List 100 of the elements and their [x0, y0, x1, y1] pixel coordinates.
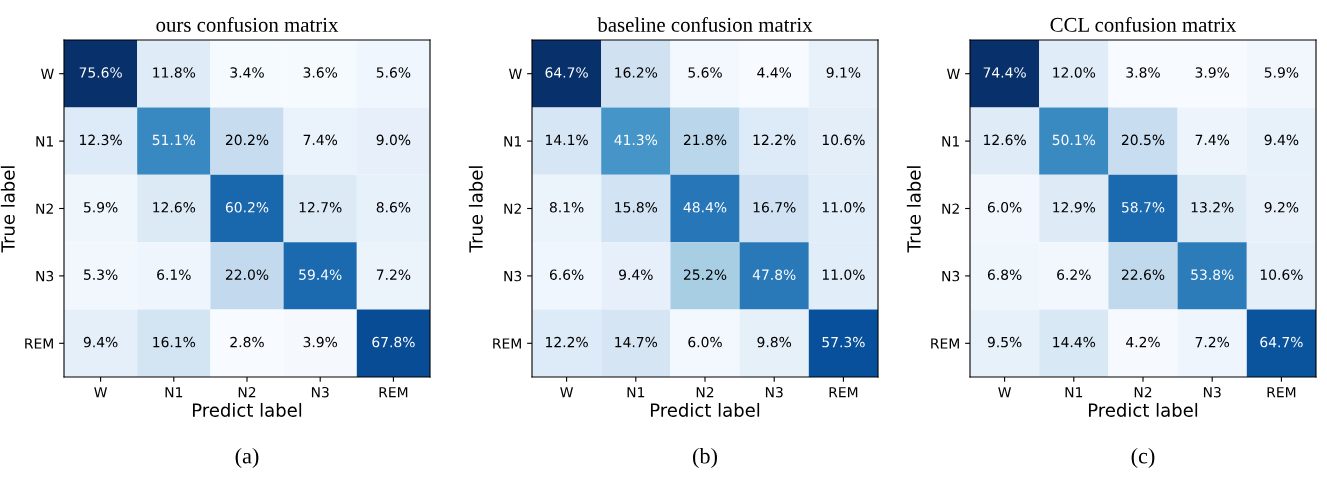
data-label: 6.0%: [987, 202, 1022, 213]
data-label: 3.9%: [303, 336, 338, 348]
text: (b): [693, 447, 717, 469]
y-tick-label: REM: [493, 338, 521, 349]
y-tick-label: W: [41, 68, 54, 79]
data-label: 47.8%: [752, 269, 796, 280]
x-tick-label: N3: [765, 386, 783, 398]
data-label: 41.3%: [614, 134, 658, 146]
data-label: 58.7%: [1122, 202, 1165, 213]
y-tick-label: N2: [36, 203, 53, 214]
data-label: 74.4%: [983, 67, 1026, 78]
data-label: 12.2%: [546, 336, 588, 348]
data-label: 21.8%: [683, 134, 727, 146]
data-label: 8.6%: [376, 202, 411, 213]
y-tick-label: N1: [942, 136, 959, 147]
data-label: 10.6%: [1260, 269, 1303, 280]
data-label: 13.2%: [1191, 202, 1234, 213]
x-axis-title: Predict label: [650, 402, 760, 417]
data-label: 8.1%: [549, 202, 584, 213]
data-label: 5.9%: [1264, 67, 1299, 78]
data-label: 12.6%: [984, 134, 1026, 146]
data-label: 64.7%: [1260, 336, 1303, 348]
data-label: 5.9%: [84, 202, 118, 213]
y-tick-label: N2: [942, 203, 959, 214]
data-label: 16.2%: [615, 67, 658, 78]
data-label: 11.0%: [822, 202, 865, 213]
data-label: 9.4%: [619, 269, 653, 280]
data-label: 16.7%: [753, 202, 796, 213]
x-tick-label: W: [998, 387, 1012, 398]
data-label: 12.7%: [299, 202, 342, 213]
data-label: 6.1%: [157, 269, 191, 280]
x-tick-label: N3: [1203, 386, 1221, 398]
y-tick-label: W: [509, 68, 522, 79]
data-label: 12.6%: [153, 202, 196, 213]
x-tick-label: N2: [1134, 386, 1152, 398]
x-tick-label: N2: [696, 386, 714, 398]
chart-title: CCL confusion matrix: [1050, 17, 1237, 32]
x-tick-label: REM: [379, 387, 408, 398]
data-label: 12.9%: [1053, 202, 1096, 213]
data-label: 7.2%: [376, 269, 411, 280]
chart-title: baseline confusion matrix: [597, 17, 813, 32]
data-label: 11.0%: [822, 269, 865, 280]
data-label: 14.1%: [546, 134, 588, 146]
x-tick-label: REM: [1267, 387, 1296, 398]
y-tick-label: W: [947, 68, 960, 79]
data-label: 6.8%: [987, 269, 1022, 280]
x-tick-label: N1: [1065, 387, 1083, 398]
data-label: 12.3%: [80, 134, 122, 146]
data-label: 2.8%: [230, 336, 264, 348]
data-label: 64.7%: [545, 67, 588, 78]
data-label: 59.4%: [299, 269, 342, 280]
y-tick-label: N3: [504, 270, 522, 282]
data-label: 9.4%: [1264, 134, 1299, 146]
data-label: 75.6%: [79, 67, 122, 78]
data-label: 3.9%: [1195, 67, 1230, 78]
data-label: 6.6%: [549, 269, 584, 280]
data-label: 22.0%: [225, 269, 269, 280]
y-axis-title: True label: [468, 166, 483, 253]
x-tick-label: N3: [311, 386, 329, 398]
data-label: 3.6%: [303, 67, 338, 78]
data-label: 7.4%: [1195, 134, 1230, 146]
data-label: 7.2%: [1195, 336, 1230, 348]
data-label: 9.0%: [376, 134, 411, 146]
y-tick-label: REM: [25, 338, 53, 349]
data-label: 20.5%: [1121, 134, 1165, 146]
text: (c): [1131, 447, 1155, 469]
data-label: 9.4%: [83, 336, 118, 348]
x-tick-label: W: [560, 387, 574, 398]
x-tick-label: REM: [829, 387, 858, 398]
x-axis-title: Predict label: [1088, 402, 1198, 417]
y-tick-label: N2: [504, 203, 521, 214]
data-label: 11.8%: [153, 67, 196, 78]
data-label: 5.3%: [84, 269, 118, 280]
data-label: 10.6%: [822, 134, 865, 146]
x-tick-label: N1: [165, 387, 183, 398]
data-label: 3.4%: [230, 67, 264, 78]
data-label: 9.2%: [1264, 202, 1299, 213]
data-label: 5.6%: [376, 67, 411, 78]
data-label: 6.0%: [688, 336, 722, 348]
y-tick-label: N1: [36, 136, 53, 147]
y-axis-title: True label: [0, 166, 15, 253]
data-label: 16.1%: [153, 336, 196, 348]
data-label: 57.3%: [822, 336, 865, 348]
data-label: 9.5%: [987, 336, 1022, 348]
y-axis-title: True label: [906, 166, 921, 253]
data-label: 7.4%: [303, 134, 338, 146]
data-label: 51.1%: [152, 134, 196, 146]
text: (a): [235, 447, 259, 469]
data-label: 6.2%: [1057, 269, 1091, 280]
data-label: 14.7%: [615, 336, 658, 348]
data-label: 4.2%: [1126, 336, 1160, 348]
data-label: 67.8%: [372, 336, 415, 348]
data-label: 22.6%: [1121, 269, 1165, 280]
data-label: 3.8%: [1126, 67, 1160, 78]
y-tick-label: REM: [931, 338, 959, 349]
data-label: 15.8%: [615, 202, 658, 213]
x-tick-label: N1: [627, 387, 645, 398]
data-label: 4.4%: [757, 67, 792, 78]
data-label: 9.1%: [826, 67, 861, 78]
x-axis-title: Predict label: [192, 402, 302, 417]
